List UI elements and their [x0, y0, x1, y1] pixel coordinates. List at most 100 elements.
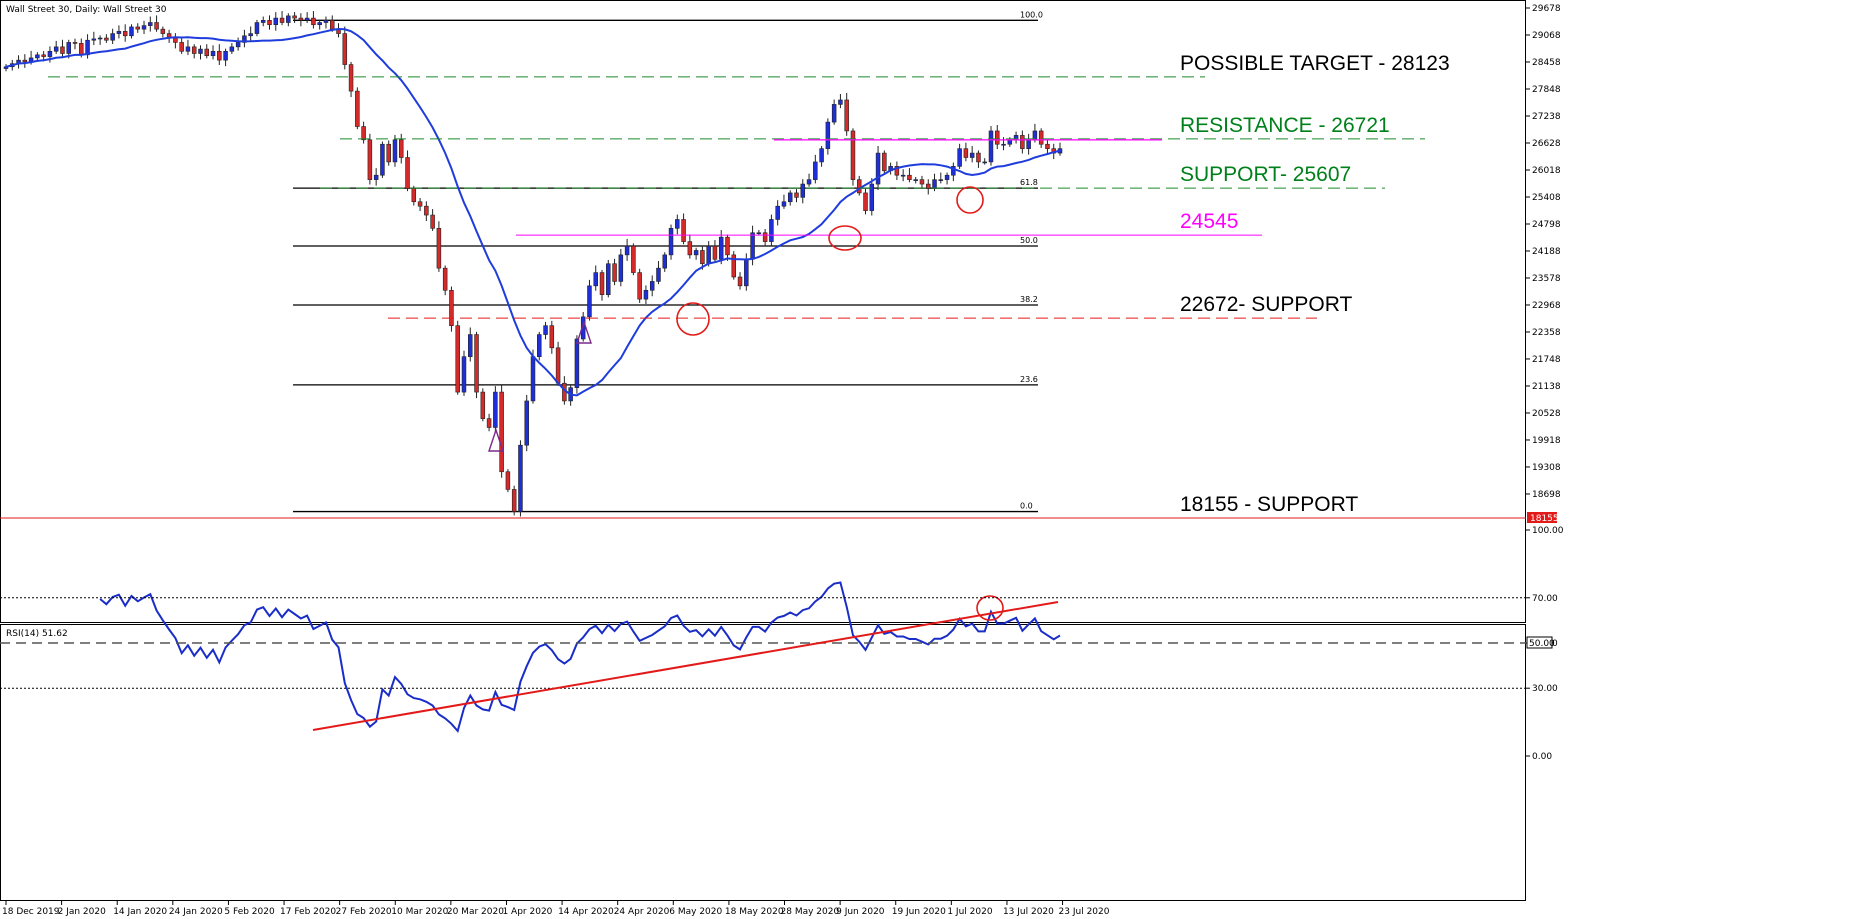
candle-body: [449, 289, 454, 326]
candle-body: [831, 104, 837, 123]
candle-body: [47, 50, 53, 57]
candle-body: [530, 356, 536, 402]
candle-body: [1045, 143, 1050, 149]
candle-body: [298, 17, 304, 21]
date-tick-label: 2 Jan 2020: [58, 907, 106, 917]
date-tick-label: 27 Feb 2020: [336, 907, 392, 917]
rsi-current-label: 50.00: [1529, 639, 1555, 649]
candle-body: [618, 254, 624, 282]
price-tick-label: 28458: [1532, 58, 1561, 68]
candle-body: [474, 334, 479, 393]
candle-body: [1001, 143, 1006, 146]
candle-body: [436, 228, 442, 269]
rsi-title: RSI(14) 51.62: [6, 629, 68, 639]
candle-body: [229, 46, 235, 52]
date-tick-label: 14 Jan 2020: [113, 907, 167, 917]
candle-body: [254, 22, 260, 34]
candle-body: [198, 48, 203, 54]
candle-body: [787, 192, 793, 203]
candle-body: [1020, 135, 1025, 149]
candle-body: [242, 35, 247, 43]
price-tick-label: 25408: [1532, 193, 1561, 203]
candle-body: [913, 179, 918, 181]
candle-body: [762, 232, 768, 242]
candle-body: [373, 174, 379, 180]
price-tick-label: 29068: [1532, 31, 1561, 41]
candle-body: [286, 15, 291, 23]
price-tick-label: 26628: [1532, 139, 1561, 149]
candle-body: [499, 391, 504, 473]
fib-level-label: 50.0: [1020, 236, 1038, 245]
candle-body: [424, 205, 429, 216]
candle-body: [110, 33, 115, 41]
candle-body: [210, 50, 216, 57]
fib-level-label: 23.6: [1020, 375, 1038, 384]
date-tick-label: 24 Apr 2020: [614, 907, 670, 917]
candle-body: [217, 50, 222, 61]
candle-body: [555, 347, 561, 384]
candle-body: [524, 400, 529, 446]
candle-body: [35, 54, 40, 59]
candle-body: [304, 17, 310, 21]
candle-body: [223, 50, 228, 61]
candle-body: [442, 267, 448, 291]
candle-body: [769, 219, 774, 242]
candle-body: [963, 148, 969, 158]
highlight-circle: [956, 186, 984, 214]
candle-body: [97, 37, 103, 40]
candle-body: [712, 245, 718, 260]
candle-body: [461, 356, 467, 393]
candle-body: [624, 245, 630, 256]
price-tick-label: 19308: [1532, 463, 1561, 473]
fib-level-label: 38.2: [1020, 295, 1038, 304]
candle-body: [355, 90, 360, 127]
annotation-label: 18155 - SUPPORT: [1180, 493, 1358, 516]
candle-body: [91, 38, 97, 41]
fib-level-label: 0.0: [1020, 502, 1033, 511]
price-tick-label: 29678: [1532, 4, 1561, 14]
candle-body: [486, 418, 492, 428]
candle-body: [79, 43, 84, 56]
candle-body: [72, 42, 78, 44]
price-tick-label: 18698: [1532, 490, 1561, 500]
candle-body: [813, 161, 818, 180]
price-tick-label: 26018: [1532, 166, 1561, 176]
candle-body: [775, 205, 780, 220]
annotation-label: RESISTANCE - 26721: [1180, 114, 1390, 137]
candle-body: [926, 183, 931, 189]
candle-body: [731, 254, 737, 278]
annotation-label: POSSIBLE TARGET - 28123: [1180, 52, 1450, 75]
date-tick-label: 10 Mar 2020: [391, 907, 448, 917]
candle-body: [455, 325, 460, 393]
chart-title: Wall Street 30, Daily: Wall Street 30: [6, 5, 167, 15]
candle-body: [248, 33, 253, 37]
candle-body: [273, 17, 279, 26]
candle-body: [982, 161, 987, 164]
candle-body: [367, 139, 373, 180]
candle-body: [292, 15, 297, 19]
candle-body: [781, 201, 787, 207]
candle-body: [668, 228, 674, 256]
candle-body: [392, 139, 398, 163]
price-tick-label: 24188: [1532, 247, 1561, 257]
price-tick-label: 22358: [1532, 328, 1561, 338]
candle-body: [154, 22, 159, 30]
candle-body: [593, 272, 598, 287]
candle-body: [587, 285, 592, 318]
candle-body: [173, 37, 178, 43]
price-tick-label: 19918: [1532, 436, 1561, 446]
price-tick-label: 21138: [1532, 382, 1561, 392]
candle-body: [405, 157, 410, 189]
candle-body: [718, 236, 724, 260]
candle-body: [348, 64, 354, 92]
candle-body: [675, 219, 680, 229]
rsi-tick-label: 30.00: [1532, 684, 1558, 694]
candle-body: [875, 152, 881, 185]
candle-body: [882, 152, 887, 172]
date-tick-label: 14 Apr 2020: [558, 907, 614, 917]
price-tick-label: 24798: [1532, 220, 1561, 230]
candle-body: [1026, 139, 1031, 149]
candle-body: [549, 325, 555, 349]
